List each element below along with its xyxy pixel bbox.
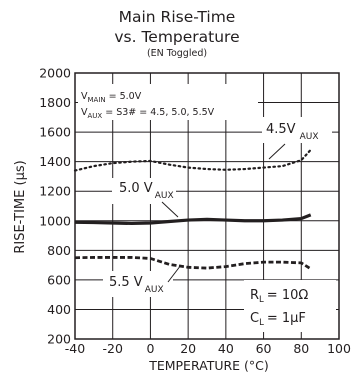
series-line-2 — [74, 256, 312, 270]
x-tick-label: 20 — [180, 341, 196, 356]
y-tick-label: 1400 — [39, 154, 71, 169]
x-tick-label: 80 — [293, 341, 309, 356]
y-axis-label: RISE-TIME (µs) — [13, 160, 28, 253]
plot-frame — [74, 72, 340, 340]
load-box — [244, 280, 336, 332]
x-tick-label: 0 — [146, 341, 154, 356]
tick-labels: -40 -20 0 20 40 60 80 100 200 400 600 800 1000 1200 14… — [39, 66, 351, 357]
y-tick-label: 1000 — [39, 213, 71, 228]
x-tick-label: 100 — [327, 341, 351, 356]
x-tick-label: -20 — [103, 341, 123, 356]
series-label-5-5v: 5.5 V AUX — [109, 275, 164, 295]
chart-subtitle: (EN Toggled) — [146, 48, 208, 59]
chart-title-line1: Main Rise-Time — [118, 8, 236, 26]
chart-title-line2: vs. Temperature — [114, 28, 240, 46]
conditions-box — [78, 84, 258, 120]
y-tick-label: 400 — [47, 302, 71, 317]
y-tick-label: 2000 — [39, 66, 71, 81]
series-line-0 — [73, 148, 312, 172]
x-tick-label: 60 — [256, 341, 272, 356]
x-tick-label: -40 — [65, 341, 85, 356]
series-label-4-5v: 4.5V AUX — [266, 122, 319, 142]
y-tick-label: 200 — [47, 332, 71, 347]
y-tick-label: 600 — [47, 272, 71, 287]
label-50-bg — [112, 178, 176, 204]
rl-annotation: RL = 10Ω — [250, 288, 308, 305]
y-tick-label: 1600 — [39, 125, 71, 140]
leader-4-5v — [268, 143, 286, 160]
y-tick-label: 800 — [47, 243, 71, 258]
cl-annotation: CL = 1µF — [250, 311, 306, 328]
series-line-1 — [74, 213, 312, 226]
leader-5-0v — [161, 201, 179, 218]
x-axis-label: TEMPERATURE (°C) — [148, 358, 269, 373]
leader-5-5v — [167, 264, 182, 283]
y-tick-label: 1200 — [39, 184, 71, 199]
label-55-bg — [103, 271, 173, 297]
v-aux-annotation: VAUX = S3# = 4.5, 5.0, 5.5V — [81, 107, 215, 120]
label-45-bg — [262, 117, 332, 143]
y-tick-label: 1800 — [39, 95, 71, 110]
series-label-5-0v: 5.0 V AUX — [119, 181, 174, 201]
v-main-annotation: VMAIN = 5.0V — [81, 91, 142, 104]
series-layer — [73, 148, 312, 270]
x-tick-label: 40 — [218, 341, 234, 356]
